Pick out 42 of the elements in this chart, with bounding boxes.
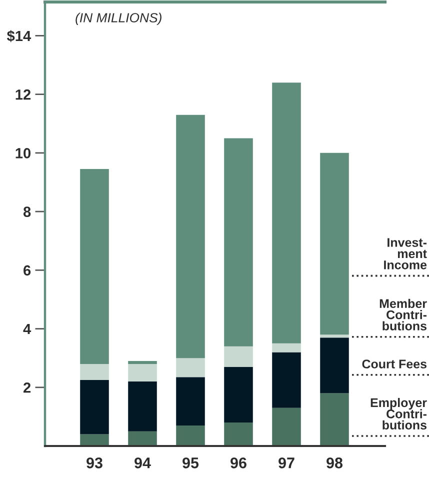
- bar: [128, 382, 157, 432]
- x-tick-label: 98: [326, 458, 343, 468]
- y-axis-title: (IN MILLIONS): [76, 12, 162, 26]
- bar: [320, 334, 349, 338]
- bar: [272, 352, 301, 408]
- bar: [272, 82, 301, 344]
- bar: [80, 434, 109, 446]
- series-label: Court Fees: [362, 360, 426, 368]
- y-tick-label: 2: [24, 382, 31, 393]
- bar: [224, 346, 253, 367]
- bar: [80, 169, 109, 364]
- bar: [176, 377, 205, 426]
- y-tick-label: $14: [6, 30, 32, 42]
- y-tick-label: 8: [23, 206, 31, 217]
- bar: [272, 343, 301, 352]
- bar: [224, 422, 253, 446]
- bar: [176, 114, 205, 358]
- bar: [224, 366, 253, 423]
- bar: [176, 358, 205, 378]
- bar: [128, 361, 157, 364]
- x-tick-label: 96: [230, 458, 246, 468]
- bar: [272, 408, 301, 446]
- text: Invest- ment Income: [384, 238, 427, 270]
- series-label: Employer Contri- butions: [370, 398, 427, 430]
- y-tick-label: 6: [24, 265, 31, 276]
- text: Member Contri- butions: [380, 298, 427, 330]
- x-tick-label: 93: [86, 458, 102, 468]
- bar: [320, 393, 349, 446]
- bar: [128, 364, 157, 382]
- x-tick-label: 94: [134, 458, 151, 468]
- bar: [80, 380, 109, 434]
- bar: [320, 152, 349, 335]
- y-tick-label: 4: [23, 324, 32, 334]
- bar: [80, 364, 109, 380]
- y-tick-label: 10: [16, 148, 31, 158]
- bar: [320, 338, 349, 394]
- bar: [128, 431, 157, 446]
- x-tick-label: 97: [278, 458, 294, 468]
- x-tick-label: 95: [182, 458, 199, 468]
- bar: [176, 425, 205, 446]
- y-tick-label: 12: [16, 89, 31, 100]
- bar: [224, 138, 253, 346]
